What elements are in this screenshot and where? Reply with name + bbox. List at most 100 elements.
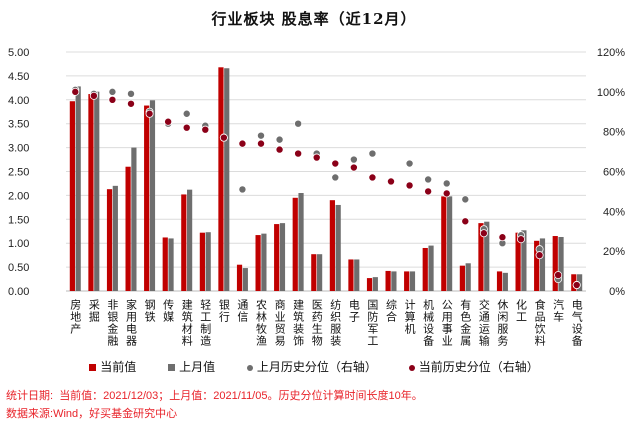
legend-swatch-current-pctl xyxy=(408,364,415,371)
category-label: 建筑装饰 xyxy=(292,298,305,347)
bar-current xyxy=(329,200,335,291)
bar-current xyxy=(459,265,465,291)
dot-last-pctl xyxy=(127,89,136,98)
dot-current-pctl xyxy=(238,139,247,148)
dot-last-pctl xyxy=(442,179,451,188)
dot-current-pctl xyxy=(71,87,80,96)
bar-current xyxy=(311,254,317,291)
category-label: 综合 xyxy=(385,298,398,323)
category-label: 建筑材料 xyxy=(180,298,193,347)
bar-last-month xyxy=(372,277,378,291)
bar-current xyxy=(218,67,224,292)
footer-date: 统计日期: 当前值：2021/12/03；上月值：2021/11/05。历史分位… xyxy=(6,387,423,403)
bar-current xyxy=(385,270,391,291)
bar-current xyxy=(144,105,150,291)
dot-current-pctl xyxy=(256,139,265,148)
right-tick-label: 60% xyxy=(603,167,625,179)
bar-last-month xyxy=(558,236,564,291)
dot-current-pctl xyxy=(127,99,136,108)
bar-last-month xyxy=(75,86,81,291)
chart-title: 行业板块 股息率（近12月） xyxy=(211,10,417,28)
dot-last-pctl xyxy=(256,131,265,140)
dot-last-pctl xyxy=(108,87,117,96)
dot-last-pctl xyxy=(182,109,191,118)
bar-current xyxy=(236,264,243,291)
right-tick-label: 40% xyxy=(603,206,625,218)
bar-last-month xyxy=(149,100,156,291)
dot-current-pctl xyxy=(517,235,526,244)
bar-last-month xyxy=(465,263,471,291)
dot-last-pctl xyxy=(238,185,247,194)
legend-item-current-pctl: 当前历史分位（右轴） xyxy=(408,360,539,374)
bar-last-month xyxy=(298,193,304,291)
dot-current-pctl xyxy=(572,281,581,290)
legend-swatch-last-pctl xyxy=(246,364,253,371)
dot-current-pctl xyxy=(182,123,191,132)
dot-current-pctl xyxy=(498,233,507,242)
bar-last-month xyxy=(224,68,230,291)
legend-item-current: 当前值 xyxy=(89,360,136,374)
left-tick-label: 2.50 xyxy=(8,167,29,179)
bar-last-month xyxy=(112,185,118,291)
category-label: 计算机 xyxy=(403,299,416,335)
bar-current xyxy=(496,271,503,291)
dot-current-pctl xyxy=(331,159,340,168)
dot-current-pctl xyxy=(145,109,154,118)
bar-last-month xyxy=(279,223,286,291)
left-tick-label: 0.00 xyxy=(8,286,29,298)
bar-last-month xyxy=(354,259,360,291)
category-label: 房地产 xyxy=(69,299,82,335)
dot-last-pctl xyxy=(275,135,284,144)
dot-last-pctl xyxy=(331,173,340,182)
bar-last-month xyxy=(521,230,527,291)
bar-last-month xyxy=(205,232,211,291)
legend-swatch-current xyxy=(89,364,97,371)
legend-item-last-pctl: 上月历史分位（右轴） xyxy=(246,360,377,374)
legend-label: 当前值 xyxy=(100,360,137,374)
bar-last-month xyxy=(131,147,137,291)
bar-current xyxy=(292,197,298,291)
dot-current-pctl xyxy=(294,149,303,158)
category-label: 休闲服务 xyxy=(496,299,509,347)
bar-current xyxy=(404,271,410,291)
bar-current xyxy=(534,240,540,291)
category-label: 商业贸易 xyxy=(273,298,286,347)
legend-item-last-month: 上月值 xyxy=(168,360,215,374)
bar-last-month xyxy=(242,268,248,291)
category-label: 纺织服装 xyxy=(329,298,342,347)
category-label: 非银金融 xyxy=(106,299,119,347)
legend-label: 上月值 xyxy=(179,360,216,374)
category-label: 传媒 xyxy=(162,299,175,323)
bar-last-month xyxy=(502,272,508,291)
bar-current xyxy=(274,224,280,291)
right-tick-label: 0% xyxy=(609,286,625,298)
category-label: 电子 xyxy=(347,299,360,323)
category-label: 通信 xyxy=(236,299,249,323)
bar-current xyxy=(125,166,131,291)
dot-current-pctl xyxy=(349,163,358,172)
dot-current-pctl xyxy=(368,173,377,182)
category-label: 交通运输 xyxy=(477,298,490,347)
category-label: 轻工制造 xyxy=(199,298,212,347)
bar-current xyxy=(88,94,94,292)
bar-current xyxy=(478,223,484,291)
category-label: 国防军工 xyxy=(366,299,379,347)
bar-current xyxy=(255,235,261,291)
right-tick-label: 80% xyxy=(603,127,625,139)
category-label: 钢铁 xyxy=(143,299,156,323)
dot-current-pctl xyxy=(535,251,544,260)
left-tick-label: 3.50 xyxy=(8,119,29,131)
bar-current xyxy=(441,196,447,291)
bar-last-month xyxy=(447,196,453,291)
category-label: 电气设备 xyxy=(570,299,583,347)
category-label: 采掘 xyxy=(87,299,100,323)
footer-source-label: 数据来源: xyxy=(6,408,54,420)
right-tick-label: 120% xyxy=(597,47,625,59)
footer-date-text: 当前值：2021/12/03；上月值：2021/11/05。历史分位计算时间长度… xyxy=(59,390,423,402)
category-label: 有色金属 xyxy=(459,298,472,347)
bar-current xyxy=(162,237,168,291)
bar-current xyxy=(69,101,75,291)
bar-last-month xyxy=(168,238,174,291)
dot-last-pctl xyxy=(424,175,433,184)
